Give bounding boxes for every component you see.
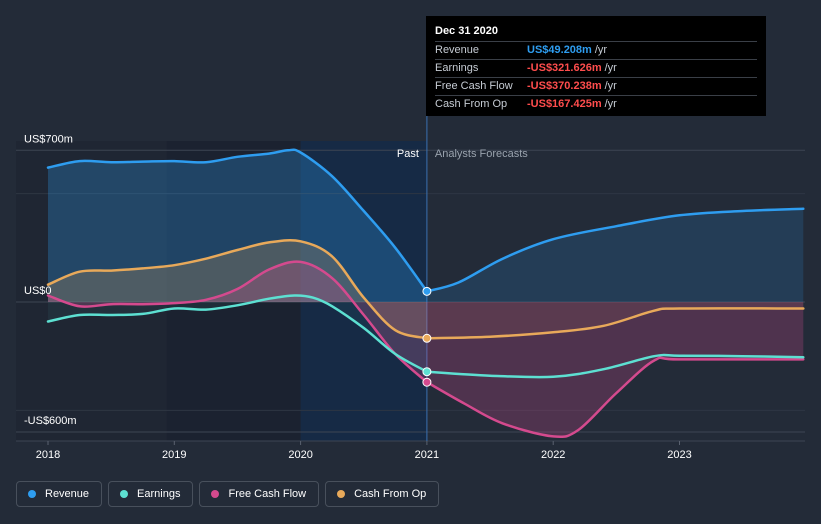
x-tick-label: 2020 — [288, 449, 312, 461]
y-axis-label: US$0 — [24, 285, 52, 297]
tooltip-unit: /yr — [594, 44, 608, 56]
forecast-label: Analysts Forecasts — [435, 148, 528, 160]
legend-dot — [211, 490, 220, 498]
legend-dot — [28, 490, 36, 498]
x-tick-label: 2018 — [36, 449, 60, 461]
tooltip-row-revenue: Revenue US$49.208m /yr — [435, 41, 757, 59]
tooltip-row-earnings: Earnings -US$321.626m /yr — [435, 59, 757, 77]
earnings-marker — [422, 367, 432, 377]
x-tick-label: 2019 — [162, 449, 186, 461]
x-tick-label: 2023 — [667, 449, 691, 461]
legend-item-free-cash-flow[interactable]: Free Cash Flow — [199, 481, 320, 507]
free-cash-flow-marker — [422, 377, 432, 387]
tooltip-row-free-cash-flow: Free Cash Flow -US$370.238m /yr — [435, 77, 757, 95]
earnings-line-forecast — [425, 353, 805, 379]
revenue-line-forecast — [425, 207, 805, 293]
past-highlight-band — [300, 141, 427, 441]
y-axis-label: US$700m — [24, 133, 73, 145]
past-label: Past — [397, 148, 419, 160]
x-tick-label: 2022 — [541, 449, 565, 461]
cash-from-op-area-forecast — [426, 302, 804, 339]
tooltip-date: Dec 31 2020 — [435, 25, 498, 37]
legend-item-revenue[interactable]: Revenue — [16, 481, 103, 507]
legend-label: Cash From Op — [354, 488, 427, 500]
revenue-area-forecast — [426, 208, 804, 302]
legend-item-cash-from-op[interactable]: Cash From Op — [325, 481, 440, 507]
legend-label: Free Cash Flow — [228, 488, 307, 500]
tooltip-value: -US$321.626m — [527, 62, 602, 74]
legend-item-earnings[interactable]: Earnings — [108, 481, 194, 507]
tooltip: Dec 31 2020 Revenue US$49.208m /yr Earni… — [426, 16, 766, 116]
tooltip-value: US$49.208m — [527, 44, 592, 56]
earnings-line-past — [46, 294, 429, 373]
tooltip-row-cash-from-op: Cash From Op -US$167.425m /yr — [435, 95, 757, 113]
legend-dot — [337, 490, 346, 498]
past-band — [16, 141, 167, 441]
cash-from-op-line-forecast — [425, 307, 805, 340]
tooltip-label: Free Cash Flow — [435, 80, 513, 92]
tooltip-unit: /yr — [604, 80, 617, 92]
legend-label: Earnings — [137, 488, 181, 500]
tooltip-value: -US$370.238m — [527, 80, 602, 92]
legend-dot — [120, 490, 129, 498]
revenue-line-past — [46, 148, 429, 293]
tooltip-unit: /yr — [604, 62, 617, 74]
legend: Revenue Earnings Free Cash Flow Cash Fro… — [16, 481, 440, 507]
y-axis-label: -US$600m — [24, 415, 77, 427]
tooltip-label: Cash From Op — [435, 98, 508, 110]
free-cash-flow-area-past — [48, 261, 427, 383]
revenue-area-past — [48, 149, 427, 302]
cash-from-op-marker — [422, 333, 432, 343]
legend-label: Revenue — [45, 488, 90, 500]
tooltip-value: -US$167.425m — [527, 98, 602, 110]
tooltip-label: Revenue — [435, 44, 480, 56]
free-cash-flow-line-past — [46, 260, 429, 384]
revenue-marker — [422, 286, 432, 296]
earnings-area-past — [48, 295, 427, 372]
x-tick-label: 2021 — [415, 449, 439, 461]
cash-from-op-line-past — [46, 239, 429, 340]
tooltip-label: Earnings — [435, 62, 479, 74]
tooltip-unit: /yr — [604, 98, 617, 110]
free-cash-flow-line-forecast — [425, 356, 805, 439]
